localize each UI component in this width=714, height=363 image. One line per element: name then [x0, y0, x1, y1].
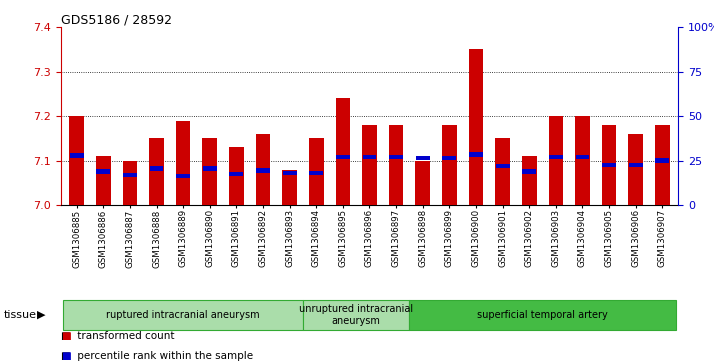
Bar: [496, 138, 510, 205]
Bar: [149, 166, 164, 171]
Bar: [409, 300, 675, 330]
Bar: [655, 125, 670, 205]
Text: ruptured intracranial aneurysm: ruptured intracranial aneurysm: [106, 310, 260, 320]
Bar: [469, 152, 483, 156]
Bar: [256, 168, 270, 173]
Text: ▶: ▶: [37, 310, 46, 320]
Bar: [203, 166, 217, 171]
Text: GDS5186 / 28592: GDS5186 / 28592: [61, 13, 171, 26]
Text: ■: ■: [61, 351, 71, 361]
Bar: [389, 155, 403, 159]
Bar: [443, 156, 456, 160]
Bar: [123, 161, 137, 205]
Bar: [389, 125, 403, 205]
Bar: [149, 138, 164, 205]
Bar: [64, 300, 303, 330]
Bar: [362, 125, 377, 205]
Bar: [256, 134, 271, 205]
Bar: [416, 156, 430, 160]
Bar: [176, 174, 190, 178]
Bar: [229, 147, 243, 205]
Text: ■  percentile rank within the sample: ■ percentile rank within the sample: [61, 351, 253, 361]
Bar: [70, 153, 84, 158]
Bar: [96, 156, 111, 205]
Bar: [575, 155, 590, 159]
Text: superficial temporal artery: superficial temporal artery: [477, 310, 608, 320]
Bar: [282, 170, 297, 205]
Bar: [442, 125, 457, 205]
Bar: [655, 158, 669, 163]
Bar: [628, 134, 643, 205]
Bar: [229, 172, 243, 176]
Bar: [549, 155, 563, 159]
Text: ■  transformed count: ■ transformed count: [61, 331, 174, 341]
Bar: [416, 161, 430, 205]
Bar: [548, 116, 563, 205]
Text: ■: ■: [61, 331, 71, 341]
Bar: [602, 163, 616, 167]
Text: tissue: tissue: [4, 310, 36, 320]
Bar: [629, 163, 643, 167]
Bar: [309, 138, 323, 205]
Bar: [496, 164, 510, 168]
Bar: [522, 169, 536, 174]
Bar: [468, 49, 483, 205]
Bar: [309, 171, 323, 175]
Bar: [336, 155, 350, 159]
Bar: [123, 173, 137, 177]
Bar: [602, 125, 616, 205]
Bar: [96, 169, 110, 174]
Bar: [283, 171, 296, 175]
Bar: [336, 98, 350, 205]
Bar: [363, 155, 376, 159]
Bar: [69, 116, 84, 205]
Text: unruptured intracranial
aneurysm: unruptured intracranial aneurysm: [299, 304, 413, 326]
Bar: [176, 121, 191, 205]
Bar: [575, 116, 590, 205]
Bar: [303, 300, 409, 330]
Bar: [203, 138, 217, 205]
Bar: [522, 156, 536, 205]
